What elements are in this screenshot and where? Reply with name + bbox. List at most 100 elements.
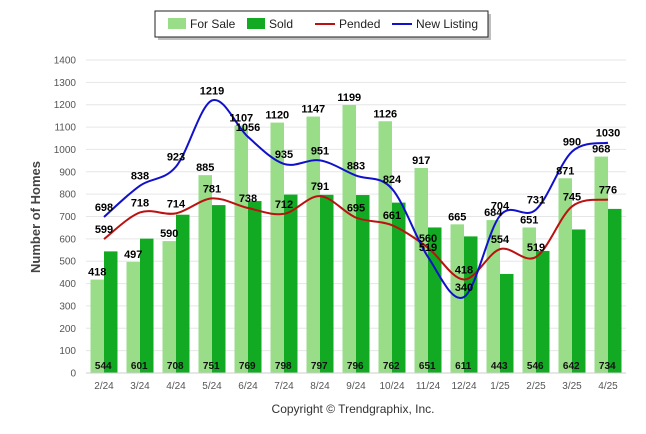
x-tick-label: 6/24 bbox=[238, 381, 258, 392]
sold-value-label: 734 bbox=[599, 361, 616, 372]
pended-value-label: 745 bbox=[563, 191, 581, 203]
y-tick-label: 1100 bbox=[54, 123, 76, 134]
x-tick-label: 2/25 bbox=[526, 381, 546, 392]
for-sale-value-label: 665 bbox=[448, 211, 466, 223]
y-tick-label: 700 bbox=[59, 212, 76, 223]
new-listing-value-label: 340 bbox=[455, 282, 473, 294]
bar-for-sale bbox=[378, 121, 392, 373]
for-sale-value-label: 684 bbox=[484, 207, 503, 219]
y-tick-label: 800 bbox=[59, 190, 76, 201]
for-sale-value-label: 1147 bbox=[301, 104, 325, 116]
y-axis: 0 100 200 300 400 500 600 700 800 900 1000 1100 1200… bbox=[54, 56, 77, 380]
sold-value-label: 796 bbox=[347, 361, 364, 372]
for-sale-value-label: 590 bbox=[160, 228, 178, 240]
pended-value-label: 776 bbox=[599, 185, 617, 197]
new-listing-value-label: 824 bbox=[383, 174, 402, 186]
y-tick-label: 900 bbox=[59, 167, 76, 178]
bar-sold bbox=[320, 194, 334, 373]
legend-swatch bbox=[247, 18, 265, 29]
bar-sold bbox=[248, 201, 262, 373]
legend-entry: New Listing bbox=[416, 17, 478, 31]
x-tick-label: 11/24 bbox=[416, 381, 441, 392]
bar-sold bbox=[572, 229, 586, 373]
x-tick-label: 3/25 bbox=[562, 381, 582, 392]
bar-sold bbox=[464, 236, 478, 373]
bar-for-sale bbox=[234, 125, 248, 373]
y-tick-label: 1200 bbox=[54, 100, 77, 111]
x-tick-label: 12/24 bbox=[451, 381, 476, 392]
bar-for-sale bbox=[126, 261, 140, 373]
x-tick-label: 2/24 bbox=[94, 381, 114, 392]
x-tick-label: 4/25 bbox=[598, 381, 618, 392]
sold-value-label: 797 bbox=[311, 361, 328, 372]
bar-sold bbox=[212, 205, 226, 373]
bar-sold bbox=[536, 250, 550, 373]
bar-for-sale bbox=[342, 104, 356, 373]
new-listing-value-label: 1219 bbox=[200, 85, 224, 97]
bar-sold bbox=[608, 208, 622, 373]
x-tick-label: 9/24 bbox=[346, 381, 366, 392]
y-tick-label: 1400 bbox=[54, 56, 77, 67]
x-tick-label: 3/24 bbox=[130, 381, 150, 392]
for-sale-value-label: 418 bbox=[88, 267, 106, 279]
pended-value-label: 560 bbox=[419, 233, 437, 245]
pended-value-label: 712 bbox=[275, 199, 293, 211]
bar-sold bbox=[140, 238, 154, 373]
bar-for-sale bbox=[522, 227, 536, 373]
pended-value-label: 781 bbox=[203, 183, 221, 195]
legend-entry: For Sale bbox=[190, 17, 236, 31]
x-tick-label: 10/24 bbox=[379, 381, 404, 392]
data-labels: 544 601 708 751 769 798 797 796 762 651 611 443 546 6… bbox=[88, 85, 620, 372]
pended-line bbox=[103, 195, 609, 281]
sold-value-label: 798 bbox=[275, 361, 292, 372]
new-listing-line bbox=[103, 99, 609, 299]
y-tick-label: 100 bbox=[59, 346, 76, 357]
pended-value-label: 718 bbox=[131, 197, 149, 209]
for-sale-value-label: 885 bbox=[196, 162, 214, 174]
y-axis-label: Number of Homes bbox=[28, 161, 43, 273]
pended-value-label: 738 bbox=[239, 193, 257, 205]
for-sale-value-label: 968 bbox=[592, 144, 610, 156]
legend-swatch bbox=[168, 18, 186, 29]
new-listing-value-label: 990 bbox=[563, 137, 581, 149]
new-listing-value-label: 698 bbox=[95, 202, 113, 214]
x-tick-label: 7/24 bbox=[274, 381, 294, 392]
new-listing-value-label: 923 bbox=[167, 152, 185, 164]
sold-value-label: 769 bbox=[239, 361, 256, 372]
bar-for-sale bbox=[558, 178, 572, 373]
for-sale-value-label: 917 bbox=[412, 155, 430, 167]
sold-value-label: 651 bbox=[419, 361, 436, 372]
sold-value-label: 546 bbox=[527, 361, 544, 372]
bar-for-sale bbox=[414, 167, 428, 373]
y-tick-label: 1300 bbox=[54, 78, 77, 89]
pended-value-label: 661 bbox=[383, 210, 401, 222]
sold-value-label: 762 bbox=[383, 361, 400, 372]
bar-for-sale bbox=[306, 116, 320, 373]
y-tick-label: 500 bbox=[59, 257, 76, 268]
sold-value-label: 443 bbox=[491, 361, 508, 372]
new-listing-value-label: 704 bbox=[491, 201, 510, 213]
bar-sold bbox=[176, 214, 190, 373]
bar-sold bbox=[500, 273, 514, 373]
for-sale-value-label: 1120 bbox=[265, 110, 289, 122]
sold-value-label: 601 bbox=[131, 361, 148, 372]
for-sale-value-label: 1126 bbox=[373, 108, 397, 120]
bar-for-sale bbox=[162, 241, 176, 373]
legend-entry: Pended bbox=[339, 17, 380, 31]
x-axis: 2/24 3/24 4/24 5/24 6/24 7/24 8/24 9/24 10/24 11/… bbox=[86, 372, 626, 392]
sold-value-label: 642 bbox=[563, 361, 580, 372]
pended-value-label: 714 bbox=[167, 198, 186, 210]
pended-value-label: 418 bbox=[455, 265, 473, 277]
legend-entry: Sold bbox=[269, 17, 293, 31]
sold-value-label: 751 bbox=[203, 361, 220, 372]
new-listing-value-label: 731 bbox=[527, 195, 545, 207]
new-listing-value-label: 1030 bbox=[596, 128, 620, 140]
bar-for-sale bbox=[594, 156, 608, 373]
y-tick-label: 1000 bbox=[54, 145, 77, 156]
x-tick-label: 5/24 bbox=[202, 381, 222, 392]
for-sale-value-label: 871 bbox=[556, 165, 574, 177]
new-listing-value-label: 838 bbox=[131, 171, 149, 183]
pended-value-label: 791 bbox=[311, 181, 329, 193]
sold-value-label: 611 bbox=[455, 361, 472, 372]
